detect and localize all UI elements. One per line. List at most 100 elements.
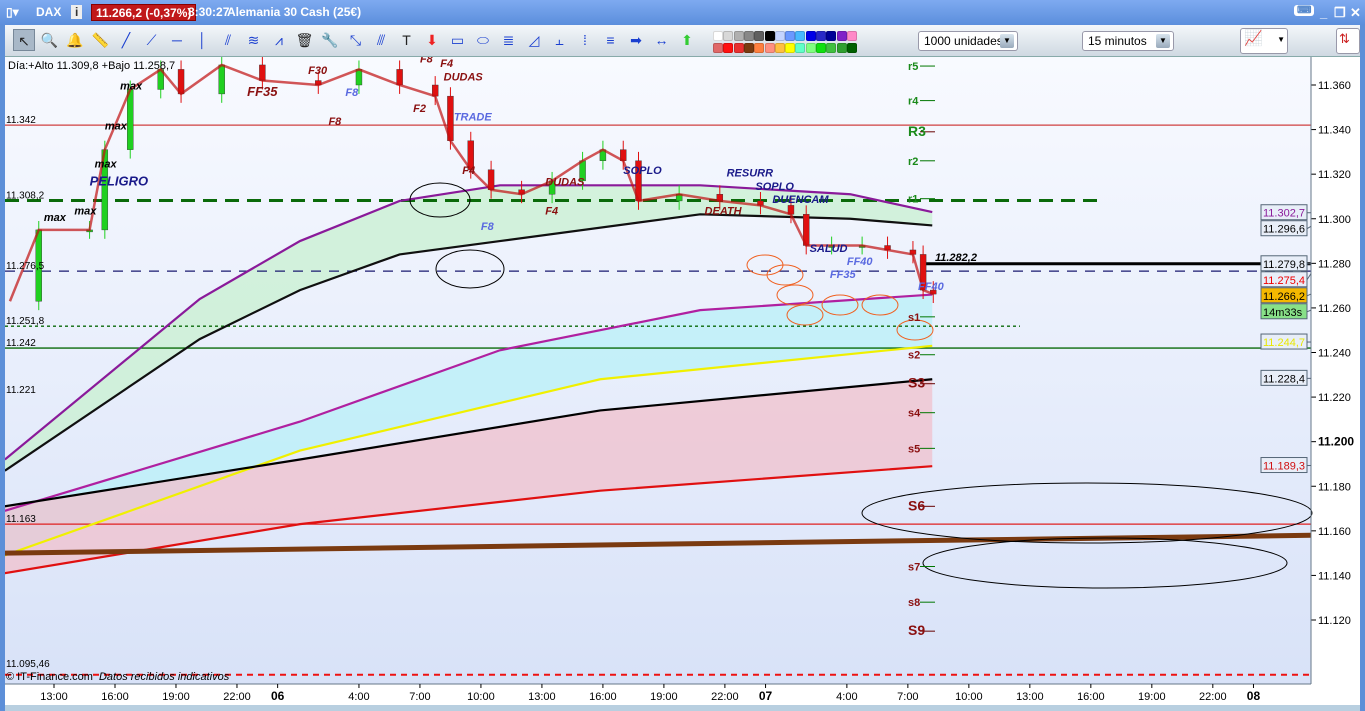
color-swatch[interactable] [816, 31, 826, 41]
color-swatch[interactable] [826, 31, 837, 41]
vertical-line-tool[interactable]: │ [198, 32, 207, 48]
settings-tool[interactable]: 🔧 [321, 32, 339, 48]
y-tick-label: 11.140 [1318, 570, 1351, 582]
alert-tool[interactable]: 🔔 [66, 32, 84, 48]
fan-tool[interactable]: ⫽ [224, 32, 232, 48]
ruler-tool[interactable]: 📏 [91, 32, 110, 48]
color-swatch[interactable] [723, 31, 734, 41]
info-icon[interactable]: i [71, 5, 83, 19]
units-select[interactable]: 1000 unidades ▼ [918, 31, 1018, 51]
fib-ext-tool[interactable]: ≡ [606, 32, 615, 48]
color-swatch[interactable] [795, 43, 806, 53]
chart-canvas[interactable]: 11.360 11.340 11.320 11.300 11.280 11.260 11.2… [4, 54, 1360, 705]
chevron-down-icon: ▼ [1000, 34, 1014, 48]
pivot-label: s7 [908, 562, 920, 574]
period-value: 15 minutos [1088, 34, 1147, 48]
pivot-label: s4 [908, 408, 921, 420]
color-swatch[interactable] [733, 43, 744, 53]
regression-tool[interactable]: ≋ [247, 32, 260, 48]
color-swatch[interactable] [836, 31, 847, 41]
chart-annotation: TRADE [454, 112, 493, 124]
price-tag-pointer [1306, 273, 1312, 281]
color-swatch[interactable] [713, 31, 723, 41]
restore-button[interactable]: ❐ [1334, 5, 1346, 20]
color-swatch[interactable] [826, 43, 837, 53]
price-chart[interactable]: 11.360 11.340 11.320 11.300 11.280 11.260 11.2… [4, 54, 1360, 705]
ellipse-tool[interactable]: ⬭ [477, 32, 489, 48]
segment-tool[interactable]: ⟋ [146, 32, 157, 48]
instrument-name[interactable]: DAX [36, 5, 62, 19]
color-swatch[interactable] [774, 43, 785, 53]
color-swatch[interactable] [713, 43, 723, 53]
sync-button[interactable]: ⇅ [1336, 28, 1360, 54]
close-button[interactable]: ✕ [1350, 5, 1361, 20]
chevron-down-icon: ▼ [1156, 34, 1170, 48]
chart-annotation: SOPLO [623, 165, 662, 177]
color-swatch[interactable] [733, 31, 744, 41]
price-tag-label: 11.302,7 [1263, 208, 1305, 220]
delete-tool[interactable]: 🗑 [295, 32, 314, 48]
price-tag: 11.244,7 [1260, 333, 1311, 350]
color-swatch[interactable] [743, 43, 754, 53]
x-tick-label: 19:00 [1138, 691, 1166, 703]
color-swatch[interactable] [764, 31, 775, 41]
point-tool[interactable]: ⤡ [349, 32, 362, 48]
color-swatch[interactable] [785, 43, 796, 53]
drawing-toolbar: ↖ 🔍 🔔 📏 ╱ ⟋ ─ │ ⫽ ≋ ⩘ 🗑 🔧 ⤡ ⫻ T ⬇ ▭ ⬭ ≣ ◿ ⫠ ⁞ ≡ ➡ ↔ ⬆ 1000 unidade… [5, 25, 1360, 57]
indicator-line [4, 344, 933, 557]
x-tick-label: 08 [1247, 689, 1261, 703]
color-swatch[interactable] [764, 43, 775, 53]
x-tick-label: 7:00 [409, 691, 430, 703]
chart-annotation: F4 [462, 165, 475, 177]
arrow-down-tool[interactable]: ⬇ [426, 32, 438, 48]
keyboard-icon[interactable]: ⌨ [1294, 5, 1315, 16]
fibonacci-tool[interactable]: ≣ [502, 32, 515, 48]
color-swatch[interactable] [754, 43, 765, 53]
chart-type-icon[interactable]: ▯▾ [6, 5, 19, 19]
arrow-up-tool[interactable]: ⬆ [681, 32, 693, 48]
candle [218, 64, 225, 95]
color-swatch[interactable] [836, 43, 847, 53]
color-swatch[interactable] [805, 31, 816, 41]
price-axis [1311, 57, 1360, 684]
minimize-button[interactable]: _ [1320, 5, 1328, 20]
color-swatch[interactable] [743, 31, 754, 41]
price-tag: 11.266,2 [1260, 287, 1312, 304]
triangle-tool[interactable]: ◿ [528, 32, 540, 48]
period-select[interactable]: 15 minutos ▼ [1082, 31, 1174, 51]
color-swatch[interactable] [816, 43, 826, 53]
y-tick-label: 11.180 [1318, 481, 1351, 493]
rectangle-tool[interactable]: ▭ [450, 32, 465, 48]
copyright: © IT-Finance.com [6, 671, 93, 683]
zoom-tool[interactable]: 🔍 [40, 32, 59, 48]
chart-annotation: SALUD [810, 243, 848, 255]
color-swatch[interactable] [785, 31, 796, 41]
x-tick-label: 13:00 [528, 691, 556, 703]
chart-annotation: FF35 [247, 84, 278, 99]
level-label: 11.308,2 [6, 190, 45, 201]
ellipse-drawing [409, 182, 471, 218]
color-swatch[interactable] [805, 43, 816, 53]
chart-annotation: max [95, 158, 118, 170]
parallel-tool[interactable]: ⫻ [376, 32, 386, 48]
color-swatch[interactable] [846, 43, 857, 53]
color-swatch[interactable] [774, 31, 785, 41]
x-tick-label: 19:00 [162, 691, 190, 703]
color-swatch[interactable] [846, 31, 857, 41]
price-tag: 11.279,8 [1260, 255, 1311, 272]
range-tool[interactable]: ↔ [654, 32, 669, 48]
pointer-tool[interactable]: ↖ [13, 29, 35, 51]
trendline-tool[interactable]: ╱ [121, 32, 131, 48]
color-swatch[interactable] [754, 31, 765, 41]
arrow-right-tool[interactable]: ➡ [630, 32, 642, 48]
color-swatch[interactable] [795, 31, 806, 41]
text-tool[interactable]: T [402, 32, 411, 48]
pitchfork-tool[interactable]: ⫠ [555, 32, 564, 48]
y-tick-label: 11.360 [1318, 80, 1351, 92]
horizontal-line-tool[interactable]: ─ [172, 32, 182, 48]
vertical-measure-tool[interactable]: ⁞ [583, 32, 587, 48]
channel-tool[interactable]: ⩘ [275, 32, 283, 48]
indicators-button[interactable]: 📈 ▼ [1240, 28, 1288, 54]
ellipse-drawing [861, 294, 899, 316]
color-swatch[interactable] [723, 43, 734, 53]
